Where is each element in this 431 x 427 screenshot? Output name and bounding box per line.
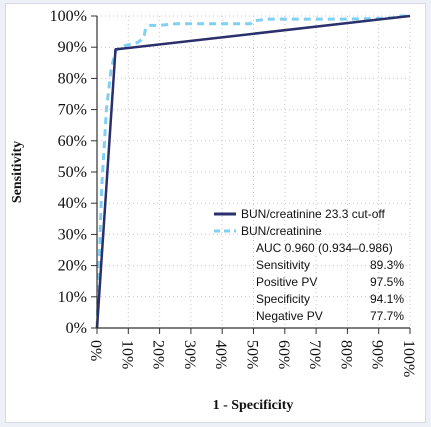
y-tick-label: 20% (58, 258, 87, 275)
x-tick-label: 0% (87, 340, 104, 361)
cutoff-line (95, 14, 411, 329)
legend-stats: Sensitivity 89.3% Positive PV 97.5% Specific… (256, 258, 404, 323)
legend-auc: AUC 0.960 (0.934–0.986) (256, 241, 393, 255)
y-tick-label: 90% (58, 39, 87, 56)
stat-value: 94.1% (370, 292, 404, 306)
x-tick-label: 50% (244, 340, 261, 369)
x-tick-label: 40% (212, 340, 229, 369)
x-tick-label: 10% (118, 340, 135, 369)
x-tick-label: 70% (306, 340, 323, 369)
y-tick-labels: 0% 10% 20% 30% 40% 50% 60% 70% 80% 90% 100% (50, 8, 87, 337)
x-tick-label: 100% (400, 340, 417, 377)
legend-label-curve: BUN/creatinine (241, 224, 322, 238)
grid (96, 15, 411, 329)
y-tick-label: 10% (58, 289, 87, 306)
stat-label: Positive PV (256, 275, 317, 289)
x-tick-labels: 0% 10% 20% 30% 40% 50% 60% 70% 80% 90% 100% (87, 340, 417, 377)
y-axis-label: Sensitivity (10, 141, 25, 203)
y-tick-label: 50% (58, 164, 87, 181)
stat-value: 97.5% (370, 275, 404, 289)
series-layer (95, 14, 411, 329)
stat-label: Negative PV (256, 309, 323, 323)
y-tick-label: 70% (58, 102, 87, 119)
x-tick-label: 30% (181, 340, 198, 369)
stat-value: 89.3% (370, 258, 404, 272)
y-tick-label: 40% (58, 195, 87, 212)
y-tick-label: 60% (58, 133, 87, 150)
legend-label-cutoff: BUN/creatinine 23.3 cut-off (241, 207, 386, 221)
stat-value: 77.7% (370, 309, 404, 323)
y-tick-label: 80% (58, 70, 87, 87)
y-tick-label: 100% (50, 8, 87, 25)
legend: BUN/creatinine 23.3 cut-off BUN/creatini… (214, 207, 404, 323)
y-tick-label: 30% (58, 226, 87, 243)
x-tick-label: 90% (369, 340, 386, 369)
x-tick-label: 60% (275, 340, 292, 369)
axes (91, 15, 411, 334)
stat-label: Specificity (256, 292, 310, 306)
x-tick-label: 80% (337, 340, 354, 369)
x-tick-label: 20% (150, 340, 167, 369)
x-axis-label: 1 - Specificity (213, 398, 294, 413)
stat-label: Sensitivity (256, 258, 310, 272)
y-tick-label: 0% (66, 320, 87, 337)
